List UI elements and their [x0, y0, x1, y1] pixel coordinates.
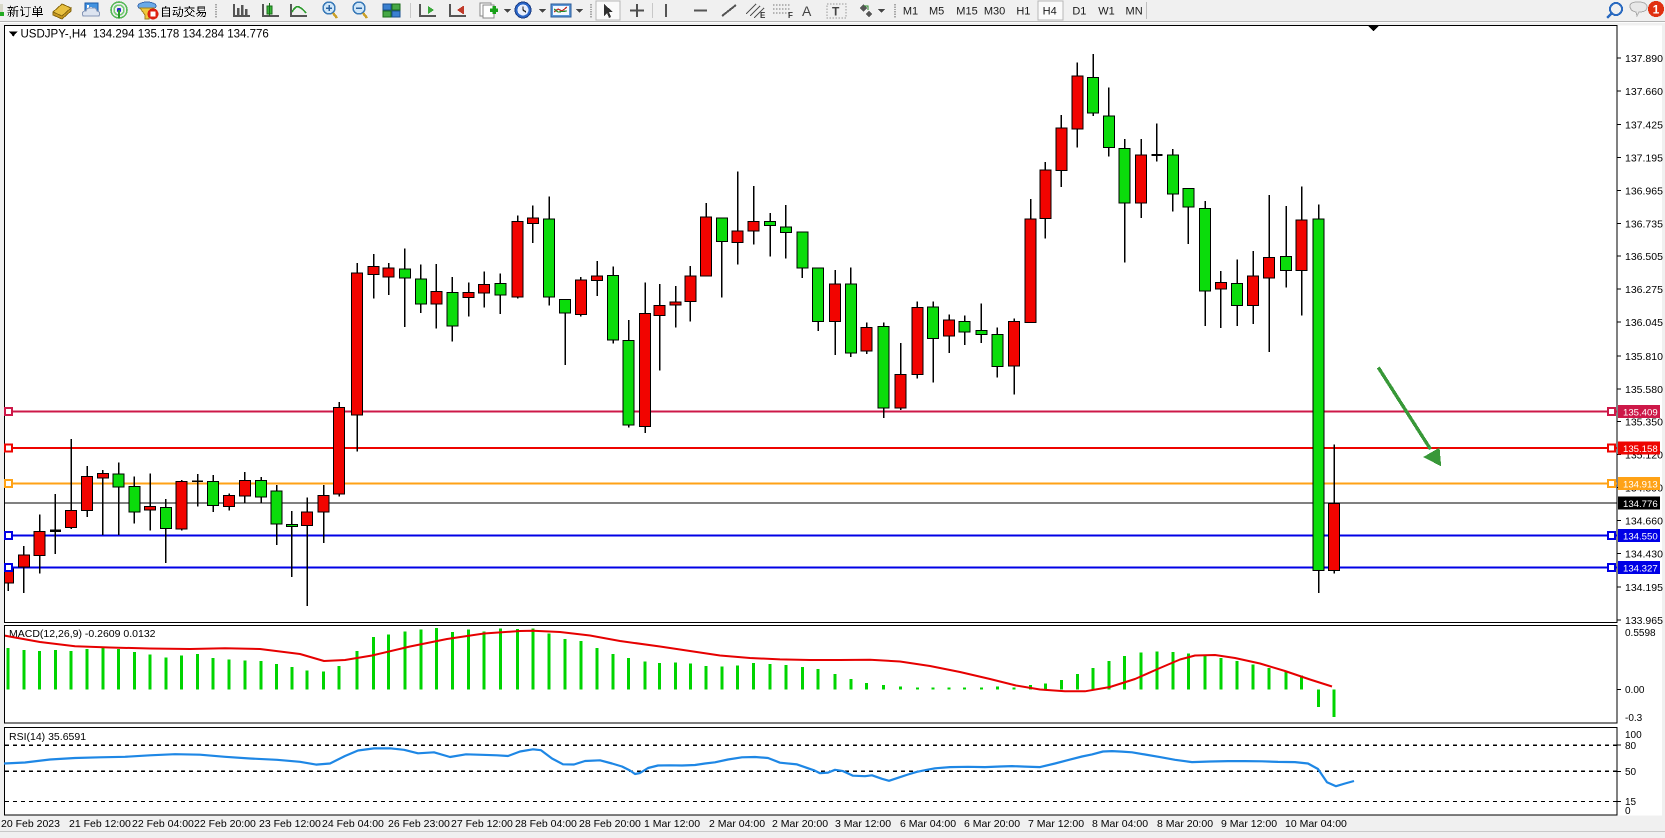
svg-text:134.776: 134.776 [1623, 499, 1658, 510]
svg-text:8 Mar 04:00: 8 Mar 04:00 [1092, 818, 1148, 830]
svg-text:134.327: 134.327 [1623, 563, 1658, 574]
svg-text:26 Feb 23:00: 26 Feb 23:00 [388, 818, 450, 830]
svg-text:133.965: 133.965 [1625, 615, 1663, 627]
svg-text:137.660: 137.660 [1625, 86, 1663, 98]
svg-text:24 Feb 04:00: 24 Feb 04:00 [322, 818, 384, 830]
svg-text:137.425: 137.425 [1625, 119, 1663, 131]
svg-text:20 Feb 2023: 20 Feb 2023 [1, 818, 60, 830]
svg-text:H4: H4 [1043, 6, 1057, 18]
svg-text:136.735: 136.735 [1625, 218, 1663, 230]
svg-text:135.409: 135.409 [1623, 407, 1658, 418]
svg-text:9 Mar 12:00: 9 Mar 12:00 [1221, 818, 1277, 830]
svg-text:134.913: 134.913 [1623, 479, 1658, 490]
svg-text:0: 0 [1625, 806, 1631, 817]
svg-text:134.550: 134.550 [1623, 531, 1658, 542]
svg-text:23 Feb 12:00: 23 Feb 12:00 [259, 818, 321, 830]
svg-text:D1: D1 [1072, 6, 1086, 18]
svg-text:21 Feb 12:00: 21 Feb 12:00 [69, 818, 131, 830]
svg-text:28 Feb 20:00: 28 Feb 20:00 [579, 818, 641, 830]
svg-text:T: T [832, 5, 840, 19]
svg-text:28 Feb 04:00: 28 Feb 04:00 [515, 818, 577, 830]
svg-text:H1: H1 [1016, 6, 1030, 18]
svg-text:135.350: 135.350 [1625, 417, 1663, 429]
svg-text:3 Mar 12:00: 3 Mar 12:00 [835, 818, 891, 830]
svg-text:-0.3: -0.3 [1625, 713, 1643, 724]
svg-text:MACD(12,26,9) -0.2609 0.0132: MACD(12,26,9) -0.2609 0.0132 [9, 628, 156, 640]
svg-text:6 Mar 20:00: 6 Mar 20:00 [964, 818, 1020, 830]
svg-text:22 Feb 20:00: 22 Feb 20:00 [194, 818, 256, 830]
svg-text:100: 100 [1625, 730, 1642, 741]
svg-text:22 Feb 04:00: 22 Feb 04:00 [132, 818, 194, 830]
svg-text:1 Mar 12:00: 1 Mar 12:00 [644, 818, 700, 830]
svg-text:M5: M5 [929, 6, 944, 18]
svg-text:6 Mar 04:00: 6 Mar 04:00 [900, 818, 956, 830]
svg-text:134.660: 134.660 [1625, 516, 1663, 528]
svg-text:135.580: 135.580 [1625, 384, 1663, 396]
svg-text:136.045: 136.045 [1625, 317, 1663, 329]
svg-text:W1: W1 [1098, 6, 1115, 18]
svg-text:134.430: 134.430 [1625, 549, 1663, 561]
svg-text:USDJPY-,H4 134.294 135.178 13: USDJPY-,H4 134.294 135.178 134.284 134.7… [21, 29, 269, 41]
svg-text:M30: M30 [984, 6, 1005, 18]
svg-text:2 Mar 20:00: 2 Mar 20:00 [772, 818, 828, 830]
svg-text:10 Mar 04:00: 10 Mar 04:00 [1285, 818, 1347, 830]
svg-text:2 Mar 04:00: 2 Mar 04:00 [709, 818, 765, 830]
svg-text:135.158: 135.158 [1623, 444, 1658, 455]
svg-text:27 Feb 12:00: 27 Feb 12:00 [451, 818, 513, 830]
svg-text:MN: MN [1126, 6, 1143, 18]
svg-text:M15: M15 [956, 6, 977, 18]
svg-text:137.195: 137.195 [1625, 152, 1663, 164]
svg-text:M1: M1 [903, 6, 918, 18]
svg-text:134.195: 134.195 [1625, 582, 1663, 594]
svg-text:A: A [802, 3, 812, 19]
svg-text:E: E [760, 11, 766, 20]
svg-text:50: 50 [1625, 767, 1637, 778]
svg-text:136.505: 136.505 [1625, 251, 1663, 263]
svg-text:1: 1 [1653, 3, 1660, 17]
svg-text:0.00: 0.00 [1625, 685, 1645, 696]
svg-text:135.810: 135.810 [1625, 351, 1663, 363]
svg-text:7 Mar 12:00: 7 Mar 12:00 [1028, 818, 1084, 830]
svg-text:15: 15 [1625, 797, 1637, 808]
svg-text:136.275: 136.275 [1625, 284, 1663, 296]
svg-text:8 Mar 20:00: 8 Mar 20:00 [1157, 818, 1213, 830]
svg-text:RSI(14) 35.6591: RSI(14) 35.6591 [9, 731, 86, 743]
svg-text:0.5598: 0.5598 [1625, 628, 1656, 639]
svg-text:80: 80 [1625, 741, 1637, 752]
svg-text:F: F [788, 11, 793, 20]
svg-text:136.965: 136.965 [1625, 185, 1663, 197]
svg-text:137.890: 137.890 [1625, 53, 1663, 65]
